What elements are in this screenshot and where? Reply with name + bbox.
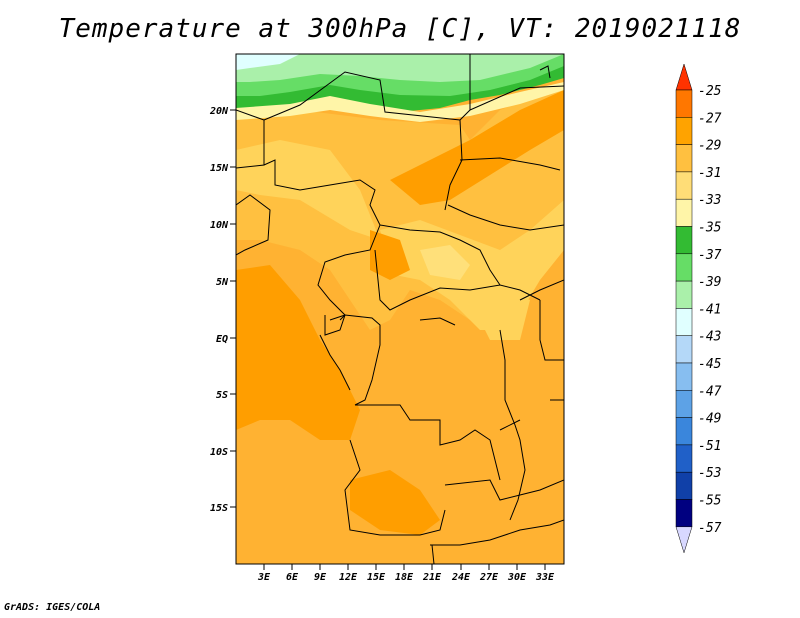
lon-label: 15E [367,572,386,583]
border-angola [344,439,446,536]
border-congo [329,314,381,406]
lat-label: 5N [216,277,229,288]
colorbar-label: -45 [698,357,722,372]
colorbar-swatch [675,198,693,227]
border-egypt-sudan [444,54,471,211]
colorbar-label: -57 [698,521,722,536]
lat-label: EQ [216,334,228,345]
lon-label: 9E [314,572,327,583]
colorbar-swatch [675,171,693,200]
border-namibia [431,544,435,564]
border-zambia [444,479,564,501]
map-frame [235,53,565,565]
field-minus27-central [370,230,410,280]
colorbar-label: -51 [698,439,721,454]
border-south-sudan [519,279,564,301]
colorbar-cap-bottom [675,526,693,554]
colorbar-swatch [675,253,693,282]
border-eq-guinea [324,314,346,336]
lon-label: 12E [339,572,358,583]
colorbar-swatch [675,362,693,391]
field-minus35-band [236,82,564,122]
field-minus27-south [350,470,440,535]
border-lake-tanganyika [499,419,521,431]
border-libya-niger [263,71,461,121]
lon-label: 6E [286,572,299,583]
field-light-zone-3 [470,290,530,340]
field-light-zone [236,140,380,240]
colorbar-swatch [675,117,693,145]
field-minus41-band [236,54,564,82]
colorbar-swatch [675,417,693,446]
lat-label: 15N [210,163,229,174]
lon-label: 3E [257,572,271,583]
credit-label: GrADS: IGES/COLA [4,602,101,613]
lon-label: 27E [479,572,499,583]
colorbar-label: -55 [698,494,722,509]
border-uganda [539,300,564,361]
field-minus43-patch [236,54,300,70]
colorbar-label: -29 [698,139,721,154]
colorbar-label: -53 [698,466,721,481]
lat-label: 20N [209,106,229,117]
border-cameroon-chad [317,224,381,321]
colorbar-label: -25 [698,84,722,99]
temperature-field [236,54,564,564]
latitude-axis: 20N 15N 10N 5N EQ 5S 10S 15S [209,106,236,514]
chart-title: Temperature at 300hPa [C], VT: 201902111… [58,14,742,44]
longitude-axis: 3E 6E 9E 12E 15E 18E 21E 24E 27E 30E 33E [257,564,555,583]
lat-label: 15S [210,503,228,514]
colorbar-swatch [675,308,693,336]
colorbar-swatch [675,390,693,418]
border-chad-sudan [379,224,501,286]
colorbar-label: -31 [698,166,721,181]
lon-label: 24E [451,572,471,583]
border-sudan-inner [459,157,561,171]
border-gabon [319,334,351,391]
lon-label: 33E [535,572,555,583]
colorbar-swatch [675,471,693,500]
border-south [430,519,564,546]
border-drc-angola [355,404,501,481]
border-car [374,249,541,311]
colorbar-swatch [675,499,693,528]
colorbar: -25 -27 -29 -31 -33 -35 -37 -39 -41 -43 -45 -47 -49 -… [675,63,722,554]
colorbar-label: -41 [698,302,721,317]
lat-label: 5S [216,390,228,401]
country-borders [236,54,564,564]
lon-label: 18E [395,572,414,583]
field-pale-zone [420,245,470,280]
lat-label: 10S [210,447,228,458]
colorbar-swatch [675,144,693,173]
border-benin [236,194,271,256]
field-minus27-northeast [390,90,564,205]
colorbar-swatch [675,335,693,364]
colorbar-label: -43 [698,330,721,345]
field-minus27-west [236,265,360,440]
border-great-lakes [499,329,526,521]
colorbar-label: -47 [698,384,722,399]
river-congo [419,317,456,326]
lat-label: 10N [210,220,229,231]
colorbar-cap-top [675,63,693,91]
colorbar-label: -49 [698,412,721,427]
colorbar-label: -35 [698,221,722,236]
colorbar-label: -37 [698,248,722,263]
colorbar-label: -27 [698,111,722,126]
border-sudan-ethiopia [447,204,564,231]
border-niger-west [236,109,265,169]
colorbar-label: -39 [698,275,721,290]
border-sinai [539,65,551,79]
lon-label: 21E [422,572,442,583]
colorbar-swatch [675,280,693,309]
lon-label: 30E [507,572,527,583]
colorbar-swatch [675,444,693,473]
colorbar-swatch [675,226,693,255]
colorbar-swatch [675,89,693,118]
border-egypt-north [469,85,564,111]
border-nigeria-niger [263,159,381,226]
colorbar-label: -33 [698,193,721,208]
